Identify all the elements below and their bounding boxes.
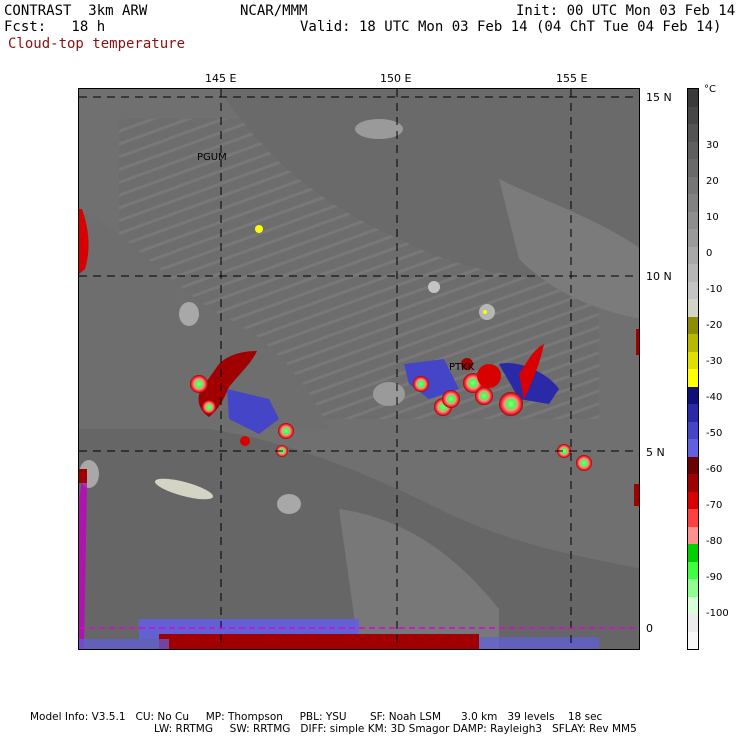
colorbar-swatch [688, 579, 698, 597]
lat-label: 5 N [646, 446, 665, 459]
model-info-line2: LW: RRTMG SW: RRTMG DIFF: simple KM: 3D … [154, 723, 637, 735]
colorbar [687, 88, 699, 650]
colorbar-swatch [688, 456, 698, 474]
colorbar-swatch [688, 404, 698, 422]
colorbar-swatch [688, 491, 698, 509]
lon-label: 155 E [556, 72, 588, 85]
colorbar-swatch [688, 614, 698, 632]
forecast-hour: Fcst: 18 h [4, 19, 106, 35]
colorbar-label: -20 [706, 320, 723, 331]
lat-label: 10 N [646, 270, 672, 283]
lon-label: 150 E [380, 72, 412, 85]
init-time: Init: 00 UTC Mon 03 Feb 14 [516, 3, 736, 19]
colorbar-label: -90 [706, 572, 723, 583]
colorbar-swatch [688, 439, 698, 457]
colorbar-swatch [688, 369, 698, 387]
colorbar-unit: °C [704, 84, 716, 95]
colorbar-swatch [688, 386, 698, 404]
colorbar-swatch [688, 561, 698, 579]
colorbar-swatch [688, 631, 698, 649]
colorbar-swatch [688, 176, 698, 194]
colorbar-label: 20 [706, 176, 719, 187]
organization: NCAR/MMM [240, 3, 308, 19]
map-field [79, 89, 639, 649]
colorbar-label: -70 [706, 500, 723, 511]
colorbar-label: 10 [706, 212, 719, 223]
colorbar-label: -80 [706, 536, 723, 547]
colorbar-swatch [688, 544, 698, 562]
colorbar-label: -40 [706, 392, 723, 403]
colorbar-label: -30 [706, 356, 723, 367]
colorbar-swatch [688, 421, 698, 439]
colorbar-swatch [688, 281, 698, 299]
colorbar-swatch [688, 106, 698, 124]
colorbar-label: 0 [706, 248, 713, 259]
colorbar-swatch [688, 194, 698, 212]
colorbar-swatch [688, 509, 698, 527]
colorbar-label: -60 [706, 464, 723, 475]
colorbar-swatch [688, 351, 698, 369]
colorbar-swatch [688, 159, 698, 177]
cloud-top-temperature-map: PGUM PTKK [78, 88, 640, 650]
colorbar-swatch [688, 124, 698, 142]
colorbar-label: -10 [706, 284, 723, 295]
station-label: PTKK [449, 362, 475, 373]
lon-label: 145 E [205, 72, 237, 85]
colorbar-swatch [688, 211, 698, 229]
valid-time: Valid: 18 UTC Mon 03 Feb 14 (04 ChT Tue … [300, 19, 722, 35]
lat-label: 0 [646, 622, 653, 635]
lat-label: 15 N [646, 91, 672, 104]
colorbar-swatch [688, 264, 698, 282]
colorbar-swatch [688, 246, 698, 264]
station-label: PGUM [197, 152, 227, 163]
colorbar-swatch [688, 596, 698, 614]
colorbar-label: 30 [706, 140, 719, 151]
colorbar-swatch [688, 474, 698, 492]
colorbar-label: -50 [706, 428, 723, 439]
colorbar-swatch [688, 299, 698, 317]
colorbar-swatch [688, 334, 698, 352]
model-name: CONTRAST 3km ARW [4, 3, 148, 19]
colorbar-swatch [688, 316, 698, 334]
colorbar-label: -100 [706, 608, 729, 619]
colorbar-swatch [688, 89, 698, 107]
colorbar-swatch [688, 526, 698, 544]
colorbar-swatch [688, 141, 698, 159]
field-name: Cloud-top temperature [8, 36, 186, 52]
model-info-line1: Model Info: V3.5.1 CU: No Cu MP: Thompso… [30, 711, 603, 723]
colorbar-swatch [688, 229, 698, 247]
